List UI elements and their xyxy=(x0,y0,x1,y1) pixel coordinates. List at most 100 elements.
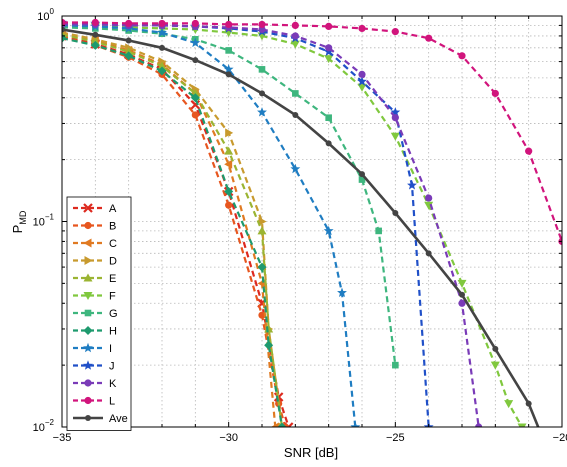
legend-entry-h-label: H xyxy=(109,326,117,338)
series-c-point xyxy=(270,422,279,427)
x-tick-label: −30 xyxy=(219,432,238,444)
legend-entry-g: G xyxy=(73,308,118,320)
series-k-point xyxy=(258,25,266,34)
series-l-point xyxy=(491,89,499,98)
x-tick-label: −25 xyxy=(386,432,405,444)
legend-entry-l-label: L xyxy=(109,396,115,408)
legend-entry-k-label: K xyxy=(109,378,117,390)
legend-entry-h: H xyxy=(73,326,117,338)
series-e-line xyxy=(62,33,284,427)
series-l-line xyxy=(62,21,562,242)
legend-entry-c-marker xyxy=(83,238,92,248)
legend-entry-b-label: B xyxy=(109,221,116,233)
series-h-point xyxy=(124,51,134,61)
series-ave-point xyxy=(125,37,132,44)
series-i-point xyxy=(290,163,301,174)
legend-entry-a-marker xyxy=(83,203,93,213)
series-ave-point xyxy=(192,57,199,64)
legend-entry-l: L xyxy=(73,396,115,408)
y-axis-label: PMD xyxy=(10,210,28,233)
legend-entry-d: D xyxy=(73,256,117,268)
legend-entry-ave: Ave xyxy=(73,413,128,425)
series-h xyxy=(62,33,287,427)
series-k-point xyxy=(475,423,483,427)
series-g-point xyxy=(325,114,332,121)
series-ave xyxy=(62,26,540,427)
series-i-point xyxy=(223,64,234,74)
series-j-point xyxy=(390,107,401,117)
series-ave-point xyxy=(392,209,399,216)
series-ave-point xyxy=(525,400,532,407)
series-l-point xyxy=(91,18,99,27)
series-i-point xyxy=(337,287,347,297)
series-i-point xyxy=(257,107,267,117)
series-e-point xyxy=(257,226,267,235)
series-l-point xyxy=(325,22,333,31)
legend-entry-e-marker xyxy=(83,273,93,282)
series-ave-point xyxy=(425,250,432,257)
series-layer xyxy=(62,17,562,427)
series-h-point xyxy=(224,186,234,196)
series-l-point xyxy=(458,52,466,60)
series-i-point xyxy=(157,27,167,37)
series-h-point xyxy=(277,422,287,427)
series-h-point xyxy=(90,40,100,50)
grid-lines xyxy=(62,16,562,427)
series-ave-point xyxy=(62,26,65,33)
series-e-point xyxy=(157,61,167,70)
series-ave-point xyxy=(292,111,299,118)
legend-entry-j-marker xyxy=(83,360,93,370)
legend-entry-k-marker xyxy=(84,379,92,387)
legend-entry-f-marker xyxy=(83,292,93,300)
series-i-point xyxy=(323,225,334,236)
series-b-line xyxy=(62,35,287,427)
x-tick-label: −20 xyxy=(553,432,567,444)
legend-entry-c-label: C xyxy=(109,238,117,250)
series-ave-line xyxy=(62,28,540,427)
series-f-line xyxy=(62,24,523,427)
series-d-point xyxy=(258,217,267,226)
series-f-point xyxy=(517,423,527,427)
series-l-point xyxy=(525,147,533,155)
legend-entry-c: C xyxy=(73,238,117,250)
series-k-point xyxy=(391,114,399,122)
legend-entry-b-marker xyxy=(84,221,92,230)
series-ave-point xyxy=(259,90,265,97)
series-e-point xyxy=(124,47,134,56)
legend-entry-e-label: E xyxy=(109,273,116,285)
series-l-point xyxy=(225,20,233,29)
series-e-point xyxy=(224,146,234,155)
series-f-point xyxy=(390,132,400,141)
legend-entry-i-marker xyxy=(83,342,93,353)
series-g-point xyxy=(392,361,399,369)
legend-entry-j: J xyxy=(73,360,115,373)
legend-entry-l-marker xyxy=(84,396,92,405)
series-ave-point xyxy=(359,171,365,178)
series-ave-point xyxy=(225,71,232,78)
legend-entry-d-label: D xyxy=(109,256,117,268)
series-k-point xyxy=(325,44,333,52)
series-i-line xyxy=(62,24,357,427)
series-h-point xyxy=(264,340,274,350)
series-l-point xyxy=(62,18,66,27)
series-f-point xyxy=(324,55,334,64)
legend-entry-d-marker xyxy=(84,256,93,265)
series-h-line xyxy=(62,37,284,427)
x-axis-label: SNR [dB] xyxy=(284,445,338,460)
series-ave-point xyxy=(492,345,499,352)
series-i-point xyxy=(350,421,361,427)
series-l-point xyxy=(291,21,299,30)
series-l-point xyxy=(391,27,399,36)
y-tick-label: 10−2 xyxy=(33,418,55,434)
legend-entry-e: E xyxy=(73,273,116,285)
series-f-point xyxy=(290,40,300,49)
series-k-point xyxy=(291,32,299,40)
series-l-point xyxy=(258,20,266,29)
series-d-point xyxy=(158,57,167,67)
series-h-point xyxy=(190,93,200,103)
series-h-point xyxy=(257,262,267,272)
legend-entry-i: I xyxy=(73,342,112,355)
series-d-point xyxy=(225,128,234,138)
legend-entry-i-label: I xyxy=(109,343,112,355)
